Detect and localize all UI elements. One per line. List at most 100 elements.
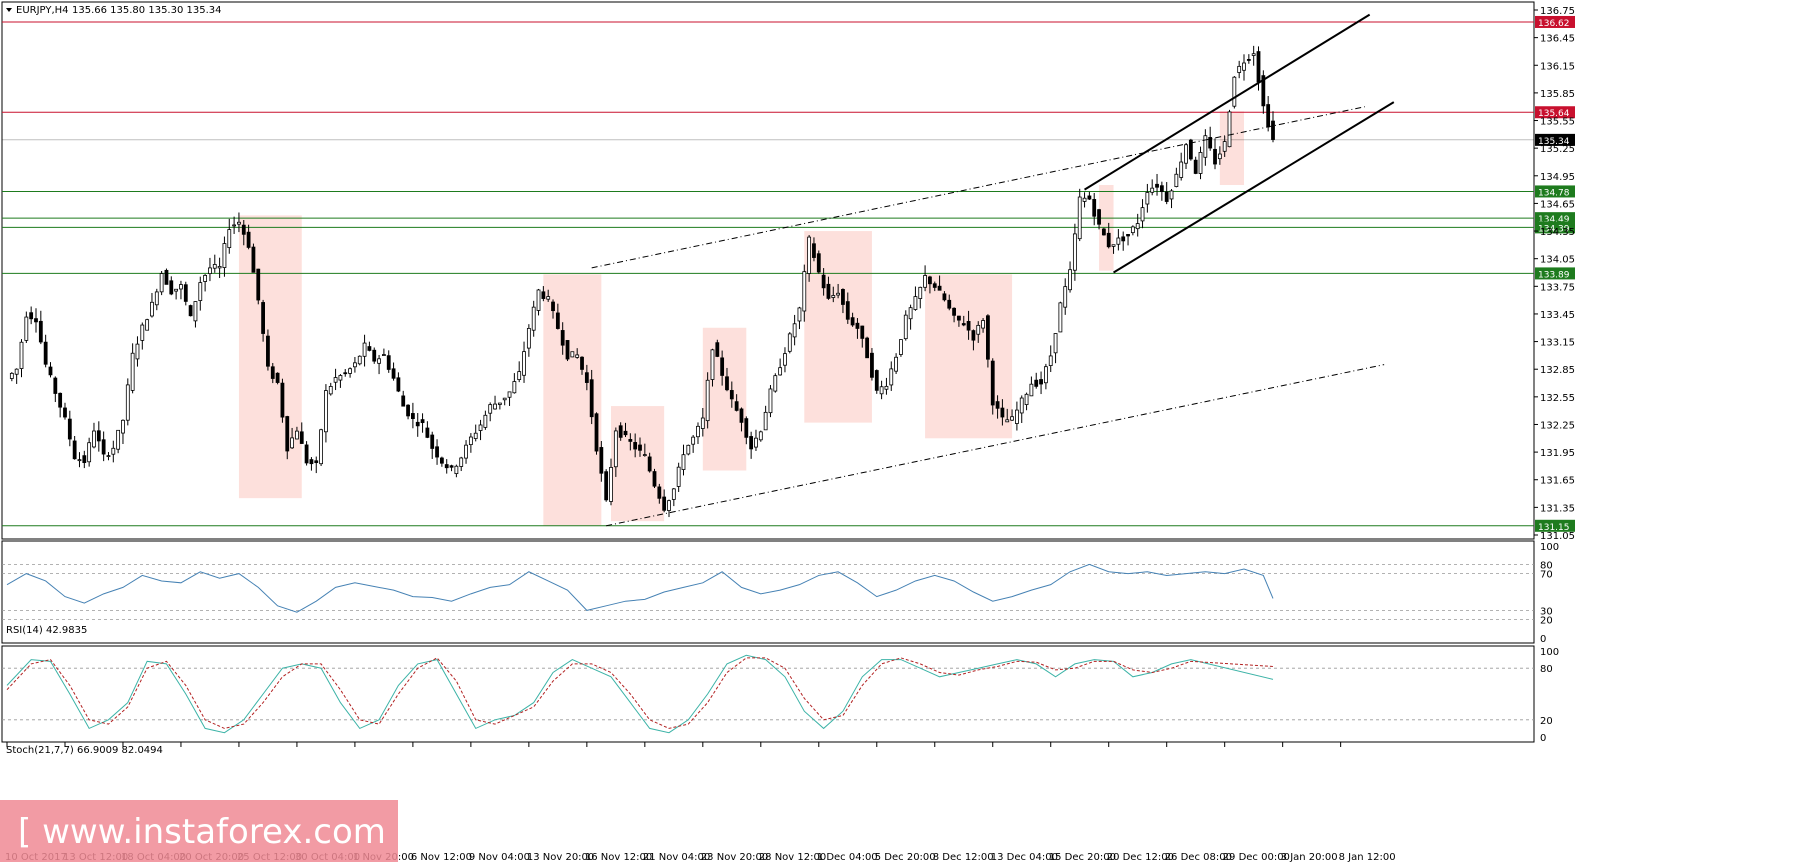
candle-body bbox=[594, 413, 599, 452]
candle-body bbox=[845, 301, 850, 320]
support-level-tag bbox=[1535, 221, 1575, 234]
candle-body bbox=[24, 316, 29, 341]
price-tick-label: 134.65 bbox=[1540, 199, 1575, 210]
candle-body bbox=[734, 401, 739, 411]
candle-body bbox=[957, 315, 961, 321]
candle-body bbox=[1121, 236, 1126, 242]
candle-body bbox=[77, 459, 82, 462]
candle-body bbox=[903, 314, 908, 340]
candle-body bbox=[642, 454, 647, 456]
candle-body bbox=[604, 471, 609, 501]
candle-body bbox=[860, 325, 865, 339]
candle-body bbox=[464, 444, 468, 459]
stochastic-tick-label: 100 bbox=[1540, 647, 1559, 658]
candle-body bbox=[783, 353, 787, 366]
candle-body bbox=[34, 318, 38, 323]
time-tick-label: 3 Jan 20:00 bbox=[1281, 852, 1338, 863]
candle-body bbox=[754, 437, 758, 448]
candle-body bbox=[797, 307, 802, 322]
candle-body bbox=[681, 454, 686, 470]
candle-body bbox=[251, 246, 256, 273]
time-tick-label: 29 Dec 00:00 bbox=[1223, 852, 1290, 863]
candle-body bbox=[1266, 104, 1271, 128]
candle-body bbox=[584, 372, 589, 383]
candle-body bbox=[725, 376, 729, 391]
dashed-trend-line bbox=[591, 106, 1365, 269]
candle-body bbox=[1164, 191, 1169, 202]
candle-body bbox=[43, 341, 48, 365]
candle-body bbox=[1217, 153, 1222, 160]
candle-body bbox=[362, 342, 367, 357]
candle-body bbox=[454, 465, 459, 475]
candle-body bbox=[382, 354, 386, 356]
candle-body bbox=[67, 418, 72, 440]
candle-body bbox=[343, 372, 348, 375]
chart-frame bbox=[1, 1, 1535, 743]
pattern-zone bbox=[702, 327, 747, 471]
candle-body bbox=[1010, 416, 1014, 421]
candle-body bbox=[1106, 232, 1111, 248]
candle-body bbox=[710, 349, 715, 380]
candle-body bbox=[410, 413, 415, 420]
candle-body bbox=[739, 408, 744, 423]
candle-body bbox=[333, 377, 338, 383]
candle-body bbox=[565, 340, 570, 360]
stochastic-tick-label: 80 bbox=[1540, 664, 1553, 675]
candle-body bbox=[19, 341, 24, 369]
price-tick-label: 134.05 bbox=[1540, 255, 1575, 266]
candle-body bbox=[140, 324, 145, 341]
candle-body bbox=[865, 337, 870, 359]
candle-body bbox=[855, 322, 860, 329]
candle-body bbox=[212, 264, 217, 269]
price-tick-label: 136.75 bbox=[1540, 6, 1575, 17]
candle-body bbox=[773, 375, 778, 392]
candle-body bbox=[609, 467, 613, 502]
stochastic-main-line bbox=[6, 654, 1274, 734]
candle-body bbox=[367, 346, 372, 351]
candle-body bbox=[691, 436, 696, 445]
candle-body bbox=[807, 236, 812, 274]
dropdown-triangle-icon[interactable] bbox=[6, 8, 12, 12]
candle-body bbox=[947, 299, 952, 309]
candle-body bbox=[435, 446, 439, 458]
candle-body bbox=[1053, 333, 1058, 354]
candle-body bbox=[729, 390, 734, 400]
candle-body bbox=[758, 431, 763, 441]
candle-body bbox=[111, 447, 116, 455]
candle-body bbox=[444, 464, 449, 469]
candle-body bbox=[560, 330, 565, 346]
candle-body bbox=[241, 224, 246, 235]
support-level-tag bbox=[1535, 212, 1575, 225]
candle-body bbox=[415, 421, 420, 427]
time-tick-label: 26 Dec 08:00 bbox=[1165, 852, 1232, 863]
candle-body bbox=[638, 444, 642, 451]
candle-body bbox=[425, 427, 430, 438]
candle-body bbox=[266, 335, 270, 367]
candle-body bbox=[116, 429, 121, 450]
candle-body bbox=[430, 434, 435, 449]
candle-body bbox=[546, 296, 551, 300]
candle-body bbox=[1101, 228, 1106, 236]
candle-body bbox=[377, 358, 381, 364]
candle-body bbox=[106, 455, 111, 458]
candle-body bbox=[1203, 135, 1208, 158]
rsi-tick-label: 100 bbox=[1540, 542, 1559, 553]
price-tick-label: 135.85 bbox=[1540, 89, 1575, 100]
candle-body bbox=[1193, 159, 1198, 174]
candle-body bbox=[324, 390, 328, 433]
resistance-level-tag bbox=[1535, 106, 1575, 119]
time-tick-label: 6 Nov 12:00 bbox=[411, 852, 472, 863]
candle-body bbox=[237, 221, 241, 225]
candle-body bbox=[792, 323, 797, 338]
candle-body bbox=[763, 411, 768, 431]
time-tick-label: 13 Nov 20:00 bbox=[527, 852, 594, 863]
price-tick-label: 134.95 bbox=[1540, 172, 1575, 183]
candle-body bbox=[232, 224, 237, 227]
price-tick-label: 133.45 bbox=[1540, 310, 1575, 321]
candle-body bbox=[478, 424, 483, 431]
candle-body bbox=[309, 459, 314, 465]
candle-body bbox=[768, 388, 773, 414]
candle-body bbox=[899, 339, 903, 355]
candle-body bbox=[1261, 75, 1266, 107]
